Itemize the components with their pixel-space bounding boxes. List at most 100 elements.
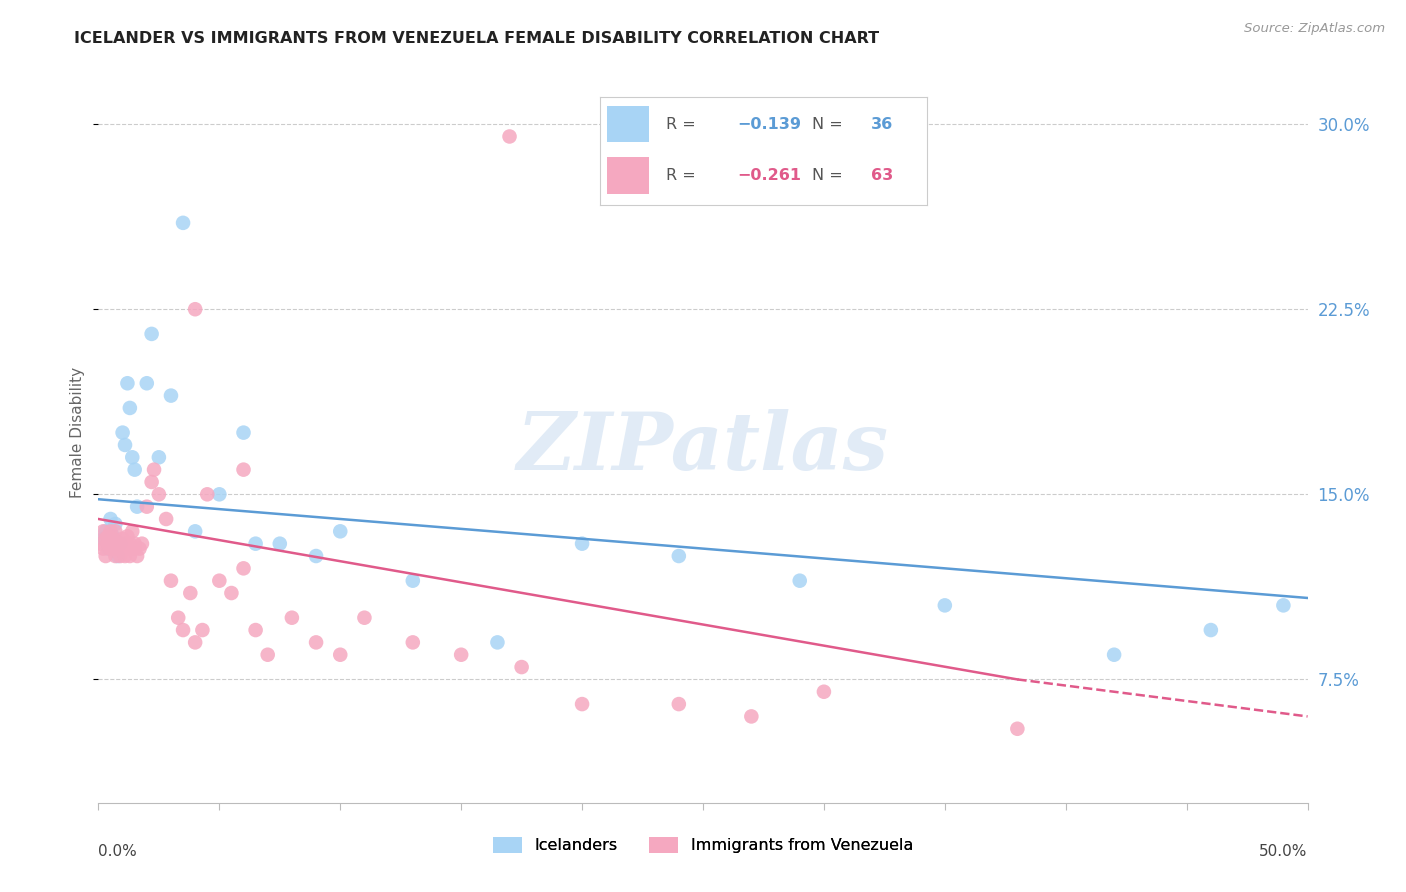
Y-axis label: Female Disability: Female Disability [70, 367, 86, 499]
Point [167, 610, 190, 624]
Point [104, 524, 127, 539]
Point [111, 541, 134, 556]
Point [107, 549, 129, 563]
Point [124, 462, 146, 476]
Point [148, 450, 170, 465]
Point [281, 610, 304, 624]
Point [108, 536, 131, 550]
Point [668, 697, 690, 711]
Point [94, 532, 117, 546]
Point [305, 635, 328, 649]
Legend: Icelanders, Immigrants from Venezuela: Icelanders, Immigrants from Venezuela [485, 829, 921, 862]
Point [1007, 722, 1029, 736]
Point [143, 462, 166, 476]
Point [108, 549, 131, 563]
Point [97, 541, 120, 556]
Point [101, 529, 124, 543]
Point [269, 536, 291, 550]
Text: 0.0%: 0.0% [98, 844, 138, 858]
Point [172, 216, 194, 230]
Point [208, 574, 231, 588]
Point [160, 388, 183, 402]
Point [184, 524, 207, 539]
Point [148, 487, 170, 501]
Point [740, 709, 762, 723]
Point [114, 536, 136, 550]
Point [184, 635, 207, 649]
Point [124, 541, 146, 556]
Point [117, 529, 139, 543]
Point [118, 549, 141, 563]
Point [117, 376, 139, 391]
Point [221, 586, 243, 600]
Point [127, 500, 149, 514]
Point [353, 610, 375, 624]
Point [100, 512, 122, 526]
Point [97, 536, 120, 550]
Point [141, 326, 163, 341]
Point [104, 516, 127, 531]
Point [117, 541, 139, 556]
Text: ICELANDER VS IMMIGRANTS FROM VENEZUELA FEMALE DISABILITY CORRELATION CHART: ICELANDER VS IMMIGRANTS FROM VENEZUELA F… [75, 31, 879, 46]
Point [94, 549, 117, 563]
Point [114, 438, 136, 452]
Text: Source: ZipAtlas.com: Source: ZipAtlas.com [1244, 22, 1385, 36]
Point [107, 536, 129, 550]
Point [195, 487, 218, 501]
Point [90, 536, 112, 550]
Point [934, 599, 956, 613]
Point [208, 487, 231, 501]
Point [121, 450, 143, 465]
Point [108, 536, 131, 550]
Point [104, 549, 127, 563]
Text: ZIPatlas: ZIPatlas [517, 409, 889, 486]
Point [121, 524, 143, 539]
Point [172, 623, 194, 637]
Point [118, 536, 141, 550]
Point [127, 549, 149, 563]
Point [1199, 623, 1222, 637]
Point [114, 549, 136, 563]
Point [111, 425, 134, 440]
Point [101, 541, 124, 556]
Point [97, 529, 120, 543]
Point [232, 462, 254, 476]
Point [402, 574, 425, 588]
Point [245, 623, 267, 637]
Point [91, 532, 114, 546]
Point [232, 561, 254, 575]
Point [1102, 648, 1125, 662]
Point [789, 574, 811, 588]
Point [486, 635, 509, 649]
Point [100, 541, 122, 556]
Point [402, 635, 425, 649]
Point [571, 536, 593, 550]
Point [101, 532, 124, 546]
Point [305, 549, 328, 563]
Point [118, 401, 141, 415]
Point [256, 648, 278, 662]
Point [329, 524, 352, 539]
Point [111, 532, 134, 546]
Point [232, 425, 254, 440]
Point [94, 524, 117, 539]
Point [107, 541, 129, 556]
Point [100, 524, 122, 539]
Point [141, 475, 163, 489]
Point [184, 302, 207, 317]
Point [128, 541, 150, 556]
Point [450, 648, 472, 662]
Point [91, 524, 114, 539]
Point [191, 623, 214, 637]
Point [135, 500, 157, 514]
Point [160, 574, 183, 588]
Point [135, 376, 157, 391]
Point [131, 536, 153, 550]
Point [91, 541, 114, 556]
Point [1272, 599, 1295, 613]
Point [179, 586, 201, 600]
Point [510, 660, 533, 674]
Point [329, 648, 352, 662]
Point [498, 129, 520, 144]
Point [245, 536, 267, 550]
